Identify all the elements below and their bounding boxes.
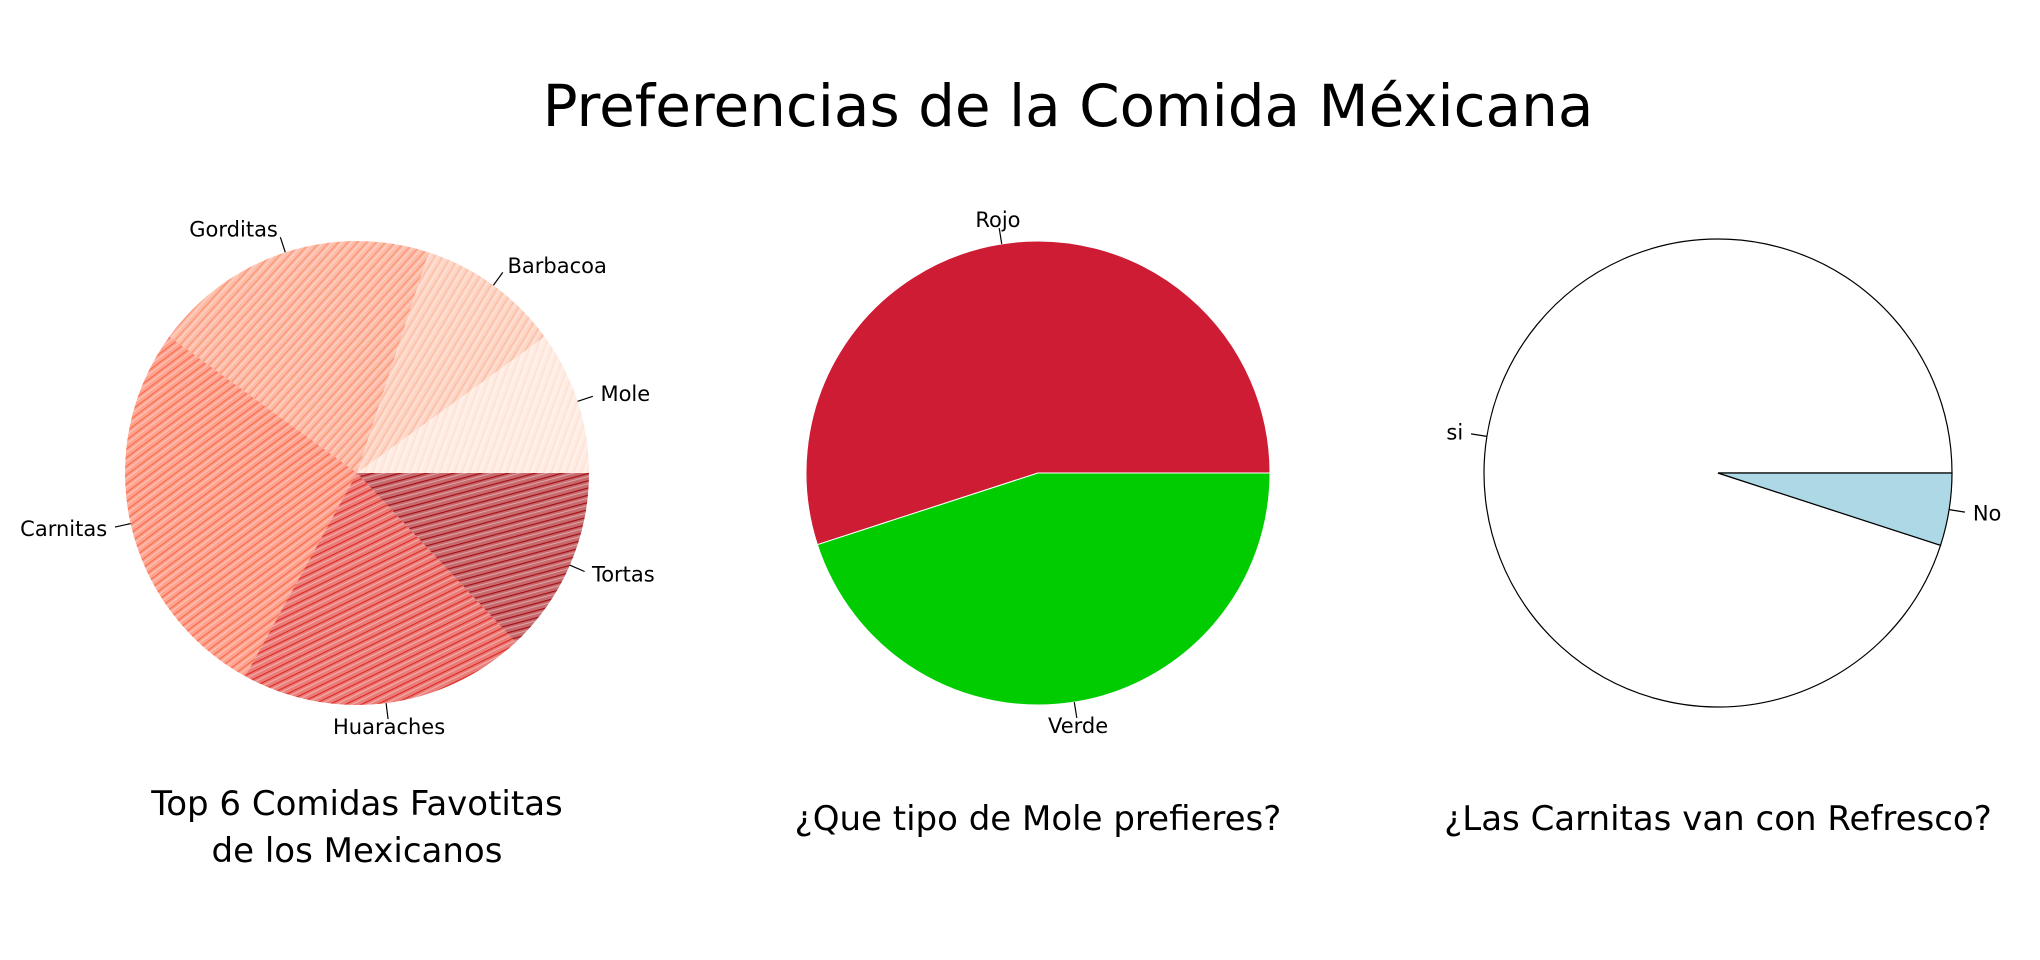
label-tick-gorditas xyxy=(279,236,286,253)
pie-chart-tipo-de-mole: Rojo Verde ¿Que tipo de Mole prefieres? xyxy=(795,208,1282,839)
slice-label-barbacoa: Barbacoa xyxy=(507,254,606,278)
pie-slice-rojo xyxy=(805,240,1271,546)
pie-chart-carnitas-refresco: si No ¿Las Carnitas van con Refresco? xyxy=(1444,238,2002,839)
chart-title-line-1: Top 6 Comidas Favotitas xyxy=(150,784,563,824)
slice-label-mole: Mole xyxy=(600,382,650,406)
slice-label-tortas: Tortas xyxy=(591,563,655,587)
chart-title-line-1: ¿Que tipo de Mole prefieres? xyxy=(795,799,1282,839)
pie-slice-barbacoa xyxy=(357,252,545,473)
label-tick-tortas xyxy=(569,564,585,573)
slice-label-verde: Verde xyxy=(1048,714,1108,738)
pie-chart-top-comidas: Mole Barbacoa Gorditas Carnitas Huaraches Tor… xyxy=(20,218,655,871)
label-tick-si xyxy=(1470,433,1487,437)
label-tick-carnitas xyxy=(114,523,131,528)
pie-slice-gorditas xyxy=(169,240,429,473)
label-tick-mole xyxy=(577,395,594,402)
chart-title-line-2: de los Mexicanos xyxy=(212,831,503,871)
slice-label-gorditas: Gorditas xyxy=(189,218,278,242)
pie-slice-huaraches xyxy=(245,473,516,705)
pie-slice-no xyxy=(1717,472,1953,547)
pie-slice-mole xyxy=(357,336,589,473)
pie-slice-tortas xyxy=(357,473,589,643)
figure-title: Preferencias de la Comida Méxicana xyxy=(543,72,1594,140)
slice-label-huaraches: Huaraches xyxy=(333,715,445,739)
label-tick-huaraches xyxy=(385,703,389,720)
pie-slice-carnitas xyxy=(125,336,357,677)
label-tick-rojo xyxy=(998,227,1003,244)
slice-label-rojo: Rojo xyxy=(975,208,1020,232)
slice-label-no: No xyxy=(1973,501,2002,525)
label-tick-barbacoa xyxy=(492,272,504,286)
label-tick-no xyxy=(1949,509,1966,513)
label-tick-verde xyxy=(1073,702,1078,719)
slice-label-carnitas: Carnitas xyxy=(20,517,107,541)
chart-title-line-1: ¿Las Carnitas van con Refresco? xyxy=(1444,799,1992,839)
slice-label-si: si xyxy=(1446,421,1463,445)
